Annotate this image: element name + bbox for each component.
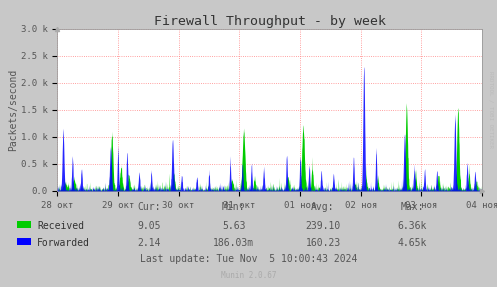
Text: Avg:: Avg: [311,202,335,212]
Text: 186.03m: 186.03m [213,238,254,248]
Title: Firewall Throughput - by week: Firewall Throughput - by week [154,15,386,28]
Text: 2.14: 2.14 [137,238,161,248]
Text: Received: Received [37,221,84,231]
Text: Last update: Tue Nov  5 10:00:43 2024: Last update: Tue Nov 5 10:00:43 2024 [140,254,357,264]
Text: RRDTOOL / TOBI OETIKER: RRDTOOL / TOBI OETIKER [489,71,494,148]
Text: 160.23: 160.23 [306,238,340,248]
Text: 5.63: 5.63 [222,221,246,231]
Text: Max:: Max: [401,202,424,212]
Text: 4.65k: 4.65k [398,238,427,248]
Text: Min:: Min: [222,202,246,212]
Text: Munin 2.0.67: Munin 2.0.67 [221,271,276,280]
Text: Forwarded: Forwarded [37,238,90,248]
Text: 6.36k: 6.36k [398,221,427,231]
Y-axis label: Packets/second: Packets/second [8,69,18,151]
Text: 239.10: 239.10 [306,221,340,231]
Text: 9.05: 9.05 [137,221,161,231]
Text: Cur:: Cur: [137,202,161,212]
